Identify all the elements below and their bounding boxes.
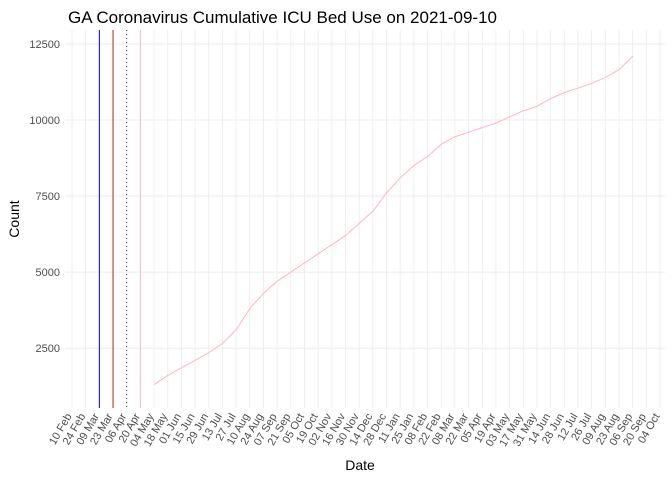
chart-title: GA Coronavirus Cumulative ICU Bed Use on… [68,8,497,27]
y-tick-label: 7500 [36,191,60,203]
y-axis-title: Count [6,200,22,237]
y-tick-label: 5000 [36,267,60,279]
y-tick-label: 10000 [29,115,60,127]
series-line [153,55,634,385]
x-axis-title: Date [345,457,375,473]
y-tick-label: 12500 [29,39,60,51]
y-tick-label: 2500 [36,343,60,355]
